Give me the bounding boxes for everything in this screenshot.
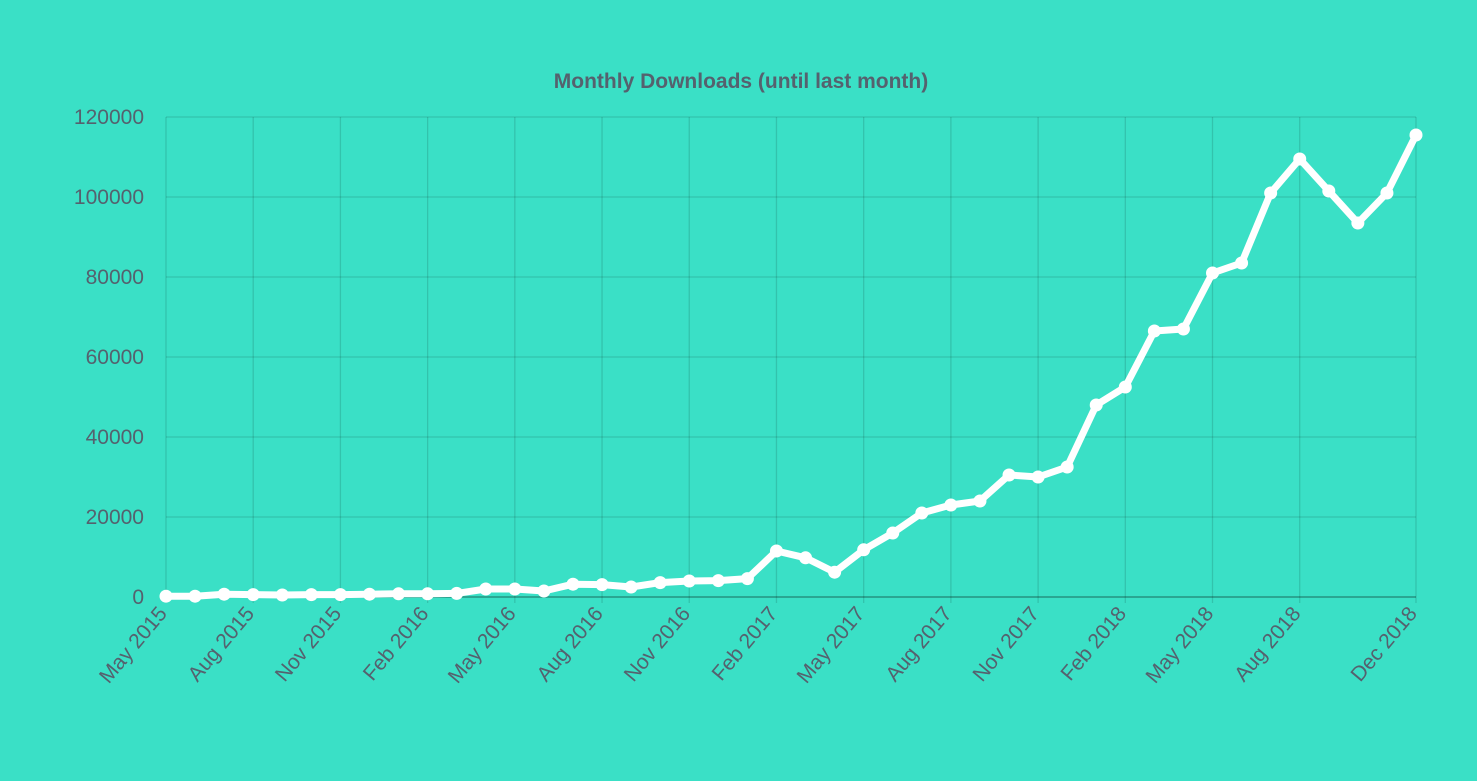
data-point[interactable] [1264, 186, 1278, 200]
data-point[interactable] [973, 494, 987, 508]
data-point[interactable] [828, 565, 842, 579]
data-point[interactable] [362, 587, 376, 601]
data-point[interactable] [1351, 216, 1365, 230]
y-tick-label: 100000 [74, 186, 144, 209]
data-point[interactable] [857, 543, 871, 557]
data-point[interactable] [1031, 470, 1045, 484]
y-tick-label: 120000 [74, 106, 144, 129]
data-point[interactable] [392, 587, 406, 601]
data-point[interactable] [450, 586, 464, 600]
data-point[interactable] [1380, 186, 1394, 200]
data-point[interactable] [769, 544, 783, 558]
data-point[interactable] [304, 588, 318, 602]
data-point[interactable] [799, 551, 813, 565]
data-point[interactable] [1409, 128, 1423, 142]
data-point[interactable] [275, 588, 289, 602]
data-point[interactable] [1206, 266, 1220, 280]
y-tick-label: 80000 [86, 266, 144, 289]
data-point[interactable] [740, 572, 754, 586]
grid-layer [165, 116, 1417, 603]
series-layer [159, 128, 1423, 603]
data-point[interactable] [1089, 398, 1103, 412]
y-axis-ticks: 0 20000 40000 60000 80000 100000 120000 [74, 106, 144, 609]
data-point[interactable] [188, 589, 202, 603]
data-point[interactable] [1176, 322, 1190, 336]
data-point[interactable] [159, 589, 173, 603]
data-point[interactable] [1235, 256, 1249, 270]
data-point[interactable] [915, 506, 929, 520]
data-point[interactable] [508, 582, 522, 596]
data-point[interactable] [537, 584, 551, 598]
y-tick-label: 0 [132, 586, 144, 609]
data-point[interactable] [479, 582, 493, 596]
data-point[interactable] [886, 526, 900, 540]
data-point[interactable] [1147, 324, 1161, 338]
y-tick-label: 60000 [86, 346, 144, 369]
data-point[interactable] [246, 588, 260, 602]
y-tick-label: 40000 [86, 426, 144, 449]
data-point[interactable] [624, 580, 638, 594]
data-point[interactable] [566, 577, 580, 591]
data-point[interactable] [1322, 184, 1336, 198]
data-point[interactable] [1060, 460, 1074, 474]
data-point[interactable] [1118, 380, 1132, 394]
data-point[interactable] [711, 574, 725, 588]
data-point[interactable] [1293, 152, 1307, 166]
data-point[interactable] [333, 588, 347, 602]
data-point[interactable] [217, 587, 231, 601]
y-tick-label: 20000 [86, 506, 144, 529]
data-point[interactable] [1002, 468, 1016, 482]
data-point[interactable] [682, 574, 696, 588]
data-point[interactable] [595, 578, 609, 592]
chart-title: Monthly Downloads (until last month) [554, 70, 928, 93]
data-point[interactable] [944, 498, 958, 512]
data-point[interactable] [653, 576, 667, 590]
data-point[interactable] [421, 587, 435, 601]
